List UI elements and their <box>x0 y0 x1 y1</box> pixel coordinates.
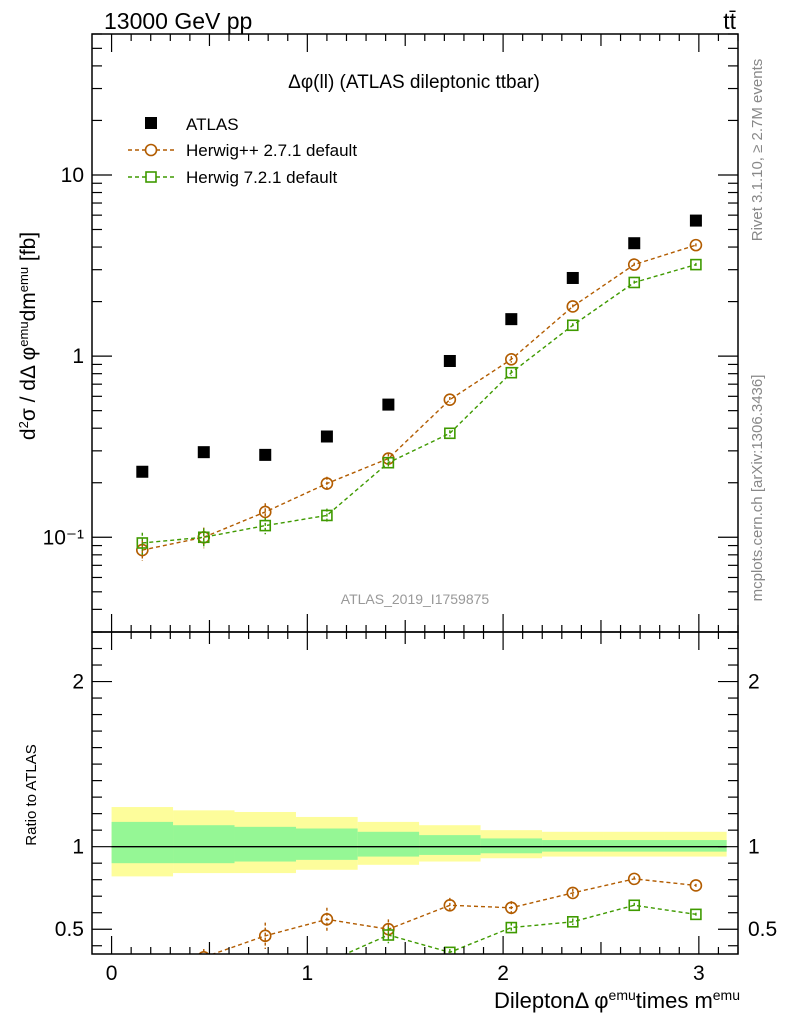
main-herwig7-point <box>566 319 579 332</box>
ratio-herwigpp-point <box>137 957 148 968</box>
main-herwigpp-point <box>443 393 457 406</box>
ratio-y-tick-label-left: 2 <box>72 671 84 694</box>
ratio-herwigpp-point <box>443 898 457 912</box>
uncertainty-band-green <box>664 840 727 852</box>
main-y-tick-label: 1 <box>72 345 84 368</box>
ratio-ticks: 0 1 2 3 0.5 0.5 1 1 2 2 <box>55 632 777 985</box>
main-herwig7-point <box>505 366 518 379</box>
main-atlas-point <box>566 271 579 284</box>
legend: ATLAS Herwig++ 2.7.1 default Herwig 7.2.… <box>128 115 357 187</box>
watermark: ATLAS_2019_I1759875 <box>341 591 490 607</box>
main-herwig7-point <box>321 509 333 522</box>
main-atlas-point <box>689 214 702 227</box>
main-herwigpp-point <box>627 258 641 271</box>
main-marks <box>136 214 703 561</box>
legend-herwig7-marker <box>145 171 157 183</box>
x-tick-label: 2 <box>497 962 509 985</box>
main-ticks: 10⁻¹ 1 10 <box>43 33 739 633</box>
main-herwigpp-line <box>142 244 697 551</box>
main-herwigpp-point <box>689 238 703 252</box>
mcplots-label: mcplots.cern.ch [arXiv:1306.3436] <box>749 375 766 602</box>
main-atlas-point <box>320 430 333 443</box>
ratio-y-axis-label: Ratio to ATLAS <box>23 744 40 845</box>
main-herwig7-point <box>136 537 149 549</box>
main-atlas-point <box>197 446 210 459</box>
ratio-herwigpp-point <box>198 951 210 954</box>
main-y-tick-label: 10⁻¹ <box>43 526 84 549</box>
main-atlas-point <box>382 398 395 411</box>
uncertainty-band-green <box>111 821 174 864</box>
ratio-herwigpp-point <box>689 879 703 892</box>
x-axis-label: DileptonΔ φemutimes memu <box>494 987 740 1013</box>
legend-entry-atlas: ATLAS <box>145 115 239 134</box>
legend-entry-herwig7: Herwig 7.2.1 default <box>128 168 337 187</box>
ratio-herwig7-point <box>199 966 209 976</box>
main-herwig7-point <box>690 258 702 271</box>
main-herwigpp-point <box>566 300 580 313</box>
main-herwig7-line <box>142 263 697 544</box>
main-herwigpp-point <box>258 505 272 519</box>
main-panel: 10⁻¹ 1 10 <box>43 33 739 633</box>
uncertainty-band-green <box>295 828 358 860</box>
main-herwig7-point <box>197 531 210 544</box>
uncertainty-band-green <box>173 825 235 864</box>
header-right-label: tt̄ <box>723 8 736 34</box>
legend-atlas-marker <box>145 117 157 129</box>
legend-herwig7-label: Herwig 7.2.1 default <box>186 168 337 187</box>
main-herwig7-point <box>382 456 395 469</box>
ratio-y-tick-label-right: 0.5 <box>748 918 777 941</box>
uncertainty-band-green <box>603 840 665 852</box>
main-herwig7-point <box>628 276 641 289</box>
main-atlas-point <box>505 313 518 326</box>
ratio-herwig7-line <box>343 904 697 954</box>
x-tick-label: 0 <box>106 962 118 985</box>
main-title: Δφ(ll) (ATLAS dileptonic ttbar) <box>288 72 540 93</box>
main-atlas-point <box>136 465 149 478</box>
ratio-herwigpp-point <box>505 901 518 915</box>
legend-herwigpp-label: Herwig++ 2.7.1 default <box>186 141 357 160</box>
main-atlas-point <box>628 237 641 250</box>
x-tick-label: 3 <box>693 962 705 985</box>
ratio-panel-frame <box>91 631 739 955</box>
rivet-label: Rivet 3.1.10, ≥ 2.7M events <box>749 59 766 242</box>
uncertainty-band-green <box>480 838 543 854</box>
header-left-label: 13000 GeV pp <box>104 8 252 34</box>
ratio-marks <box>111 807 727 984</box>
main-y-axis-label: d2σ / dΔ φemudmemu [fb] <box>16 232 41 440</box>
main-herwigpp-point <box>505 353 518 366</box>
main-herwigpp-point <box>320 477 334 490</box>
ratio-y-tick-label-left: 1 <box>72 836 84 859</box>
ratio-herwigpp-point <box>566 886 580 900</box>
ratio-y-tick-label-right: 1 <box>748 836 760 859</box>
ratio-herwig7-point <box>566 915 579 928</box>
ratio-panel: 0 1 2 3 0.5 0.5 1 1 2 2 <box>55 631 777 985</box>
legend-herwigpp-marker <box>144 143 158 157</box>
main-herwig7-point <box>259 519 272 532</box>
ratio-y-tick-label-left: 0.5 <box>55 918 84 941</box>
legend-atlas-label: ATLAS <box>186 115 239 134</box>
x-tick-label: 1 <box>301 962 313 985</box>
ratio-herwig7-point <box>137 974 147 984</box>
ratio-herwigpp-point <box>258 929 272 943</box>
ratio-y-tick-label-right: 2 <box>748 671 760 694</box>
main-atlas-point <box>443 354 456 367</box>
legend-entry-herwigpp: Herwig++ 2.7.1 default <box>128 141 357 160</box>
ratio-herwig7-point <box>322 957 332 967</box>
ratio-herwigpp-line <box>211 878 696 954</box>
uncertainty-band-green <box>419 835 481 855</box>
uncertainty-band-green <box>357 831 420 857</box>
main-herwig7-point <box>444 427 456 440</box>
ratio-herwig7-point <box>690 908 702 921</box>
uncertainty-band-green <box>234 826 296 862</box>
main-y-tick-label: 10 <box>61 164 84 187</box>
main-atlas-point <box>259 448 272 461</box>
ratio-herwigpp-point <box>627 872 641 886</box>
ratio-herwigpp-point <box>320 913 334 926</box>
uncertainty-band-green <box>542 840 604 852</box>
ratio-herwig7-point <box>628 899 641 912</box>
ratio-herwig7-point <box>505 921 518 934</box>
ratio-herwig7-point <box>382 929 395 941</box>
ratio-herwig7-point <box>260 961 270 971</box>
